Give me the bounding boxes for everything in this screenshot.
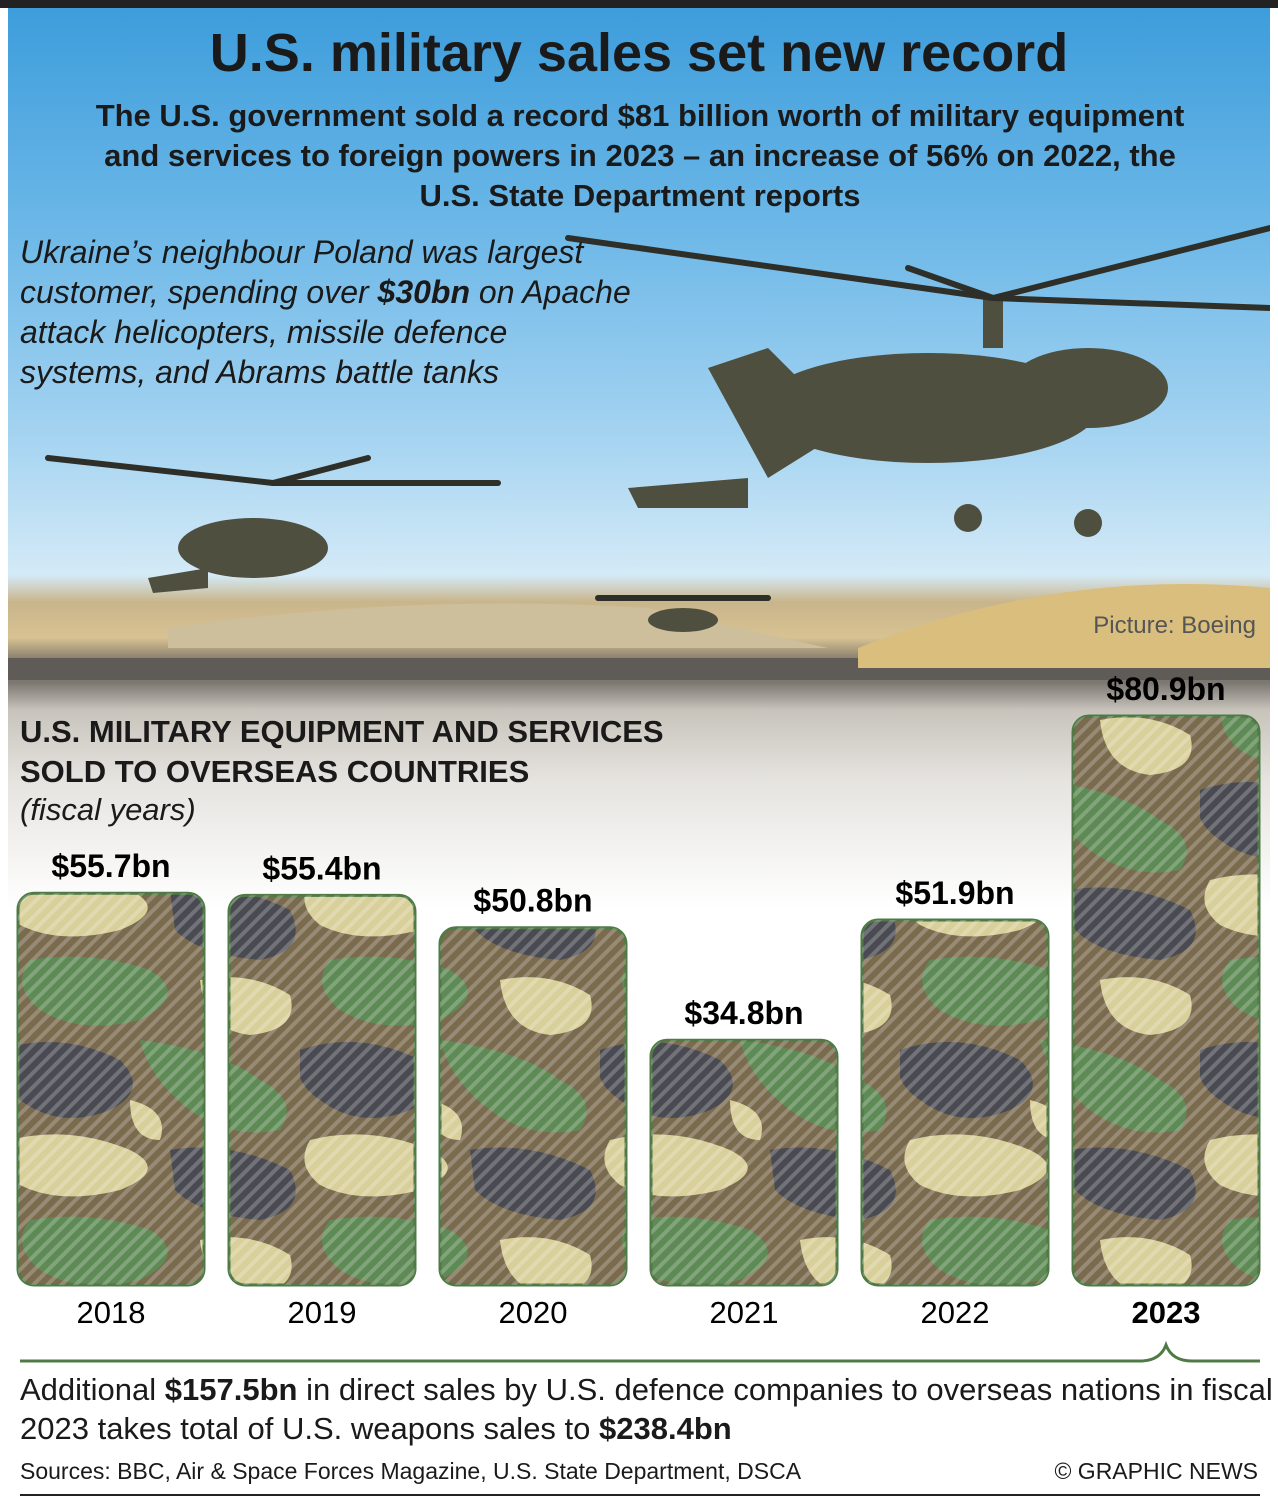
footnote: Additional $157.5bn in direct sales by U… [20,1370,1278,1448]
bar-stripes [862,919,1048,1285]
apache-helicopters-illustration [8,225,1273,680]
value-label: $55.7bn [51,848,170,884]
bar-stripes [440,927,626,1285]
copyright: © GRAPHIC NEWS [1054,1458,1258,1484]
chart-subtitle: (fiscal years) [20,792,196,827]
year-label: 2023 [1132,1295,1201,1330]
bar-2023: $80.9bn 2023 [1071,671,1261,1330]
intro-text: Ukraine’s neighbour Poland was largest c… [20,232,640,392]
page-title: U.S. military sales set new record [209,23,1069,83]
highlight-brace [20,1340,1260,1363]
bar-2020: $50.8bn 2020 [438,883,628,1330]
value-label: $80.9bn [1106,671,1225,707]
value-label: $50.8bn [473,883,592,919]
chart-title: U.S. MILITARY EQUIPMENT AND SERVICES SOLD… [20,712,664,792]
intro-highlight: $30bn [377,274,471,310]
value-label: $51.9bn [895,875,1014,911]
chart-title-line1: U.S. MILITARY EQUIPMENT AND SERVICES [20,714,664,749]
photo-credit: Picture: Boeing [1093,612,1256,639]
footnote-part1: Additional [20,1372,165,1407]
bar-2021: $34.8bn 2021 [649,995,839,1330]
bottom-rule [20,1494,1260,1496]
bar-stripes [229,895,415,1285]
sources: Sources: BBC, Air & Space Forces Magazin… [20,1458,802,1484]
year-label: 2020 [499,1295,568,1330]
footnote-part2: in direct sales by U.S. defence companie… [20,1372,1273,1446]
helicopter-photo [8,8,1273,908]
intro-after: on Apache attack helicopters, missile de… [20,274,631,390]
bar-stripes [1073,716,1259,1285]
bar-chart: $55.7bn 2018 $55.4bn 2019 $50.8bn 2020 $34.8bn… [16,671,1261,1363]
value-label: $34.8bn [684,995,803,1031]
top-rule [0,0,1278,8]
bar-2019: $55.4bn 2019 [227,850,417,1330]
year-label: 2019 [288,1295,357,1330]
bar-2022: $51.9bn 2022 [860,875,1050,1330]
value-label: $55.4bn [262,850,381,886]
year-label: 2021 [710,1295,779,1330]
bar-2018: $55.7bn 2018 [16,848,206,1330]
page-subtitle: The U.S. government sold a record $81 bi… [95,98,1185,213]
year-label: 2022 [921,1295,990,1330]
intro-before: Ukraine’s neighbour Poland was largest c… [20,234,584,310]
bar-stripes [651,1040,837,1285]
bar-stripes [18,893,204,1285]
chart-title-line2: SOLD TO OVERSEAS COUNTRIES [20,754,530,789]
footnote-direct-sales: $157.5bn [164,1372,298,1407]
year-label: 2018 [77,1295,146,1330]
footnote-total: $238.4bn [599,1411,732,1446]
